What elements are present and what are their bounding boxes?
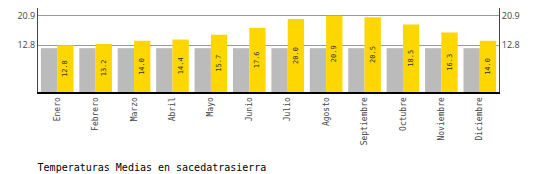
- svg-text:Enero: Enero: [53, 97, 62, 121]
- svg-text:15.7: 15.7: [215, 55, 223, 72]
- svg-text:Junio: Junio: [245, 97, 254, 121]
- svg-text:18.5: 18.5: [407, 50, 415, 67]
- svg-text:Noviembre: Noviembre: [437, 97, 446, 141]
- svg-text:Diciembre: Diciembre: [475, 97, 484, 141]
- svg-text:16.3: 16.3: [446, 54, 454, 71]
- svg-text:12.8: 12.8: [61, 60, 69, 77]
- svg-text:Octubre: Octubre: [399, 97, 408, 131]
- svg-text:Julio: Julio: [283, 97, 292, 121]
- svg-text:12.8: 12.8: [17, 38, 35, 51]
- svg-text:14.0: 14.0: [484, 58, 492, 75]
- svg-text:20.0: 20.0: [292, 47, 300, 64]
- svg-text:20.9: 20.9: [502, 9, 520, 22]
- svg-text:14.4: 14.4: [177, 57, 185, 74]
- svg-text:20.9: 20.9: [330, 45, 338, 62]
- svg-text:20.9: 20.9: [17, 9, 35, 22]
- svg-text:12.8: 12.8: [502, 38, 520, 51]
- svg-text:Febrero: Febrero: [91, 97, 100, 131]
- svg-text:14.0: 14.0: [138, 58, 146, 75]
- svg-text:Septiembre: Septiembre: [360, 97, 369, 145]
- svg-text:Agosto: Agosto: [322, 97, 331, 126]
- svg-text:13.2: 13.2: [100, 59, 108, 76]
- svg-text:20.5: 20.5: [369, 46, 377, 63]
- svg-text:Marzo: Marzo: [130, 97, 139, 121]
- svg-text:Temperaturas Medias en sacedat: Temperaturas Medias en sacedatrasierra: [38, 162, 267, 173]
- svg-text:Mayo: Mayo: [206, 97, 215, 116]
- svg-text:Abril: Abril: [168, 97, 177, 121]
- svg-text:17.6: 17.6: [253, 51, 261, 68]
